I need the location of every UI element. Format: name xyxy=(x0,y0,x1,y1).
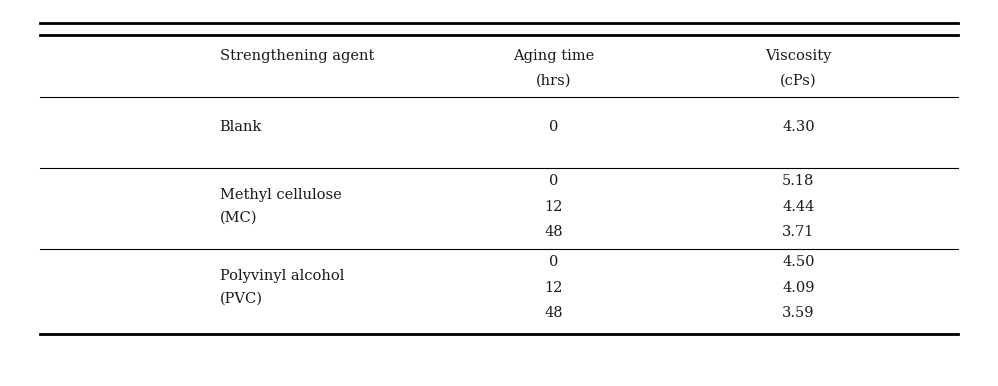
Text: Blank: Blank xyxy=(220,120,261,134)
Text: 48: 48 xyxy=(545,225,563,239)
Text: Methyl cellulose: Methyl cellulose xyxy=(220,188,341,202)
Text: 48: 48 xyxy=(545,306,563,320)
Text: Aging time: Aging time xyxy=(513,49,595,63)
Text: 0: 0 xyxy=(549,256,559,269)
Text: (cPs): (cPs) xyxy=(780,74,816,88)
Text: 4.44: 4.44 xyxy=(782,200,814,213)
Text: 4.30: 4.30 xyxy=(782,120,814,134)
Text: 3.59: 3.59 xyxy=(782,306,814,320)
Text: 5.18: 5.18 xyxy=(782,174,814,188)
Text: Strengthening agent: Strengthening agent xyxy=(220,49,374,63)
Text: Viscosity: Viscosity xyxy=(765,49,831,63)
Text: 0: 0 xyxy=(549,174,559,188)
Text: (PVC): (PVC) xyxy=(220,292,262,306)
Text: (hrs): (hrs) xyxy=(536,74,572,88)
Text: 3.71: 3.71 xyxy=(782,225,814,239)
Text: 4.09: 4.09 xyxy=(782,281,814,295)
Text: (MC): (MC) xyxy=(220,211,257,225)
Text: 12: 12 xyxy=(545,200,563,213)
Text: 12: 12 xyxy=(545,281,563,295)
Text: 0: 0 xyxy=(549,120,559,134)
Text: 4.50: 4.50 xyxy=(782,256,814,269)
Text: Polyvinyl alcohol: Polyvinyl alcohol xyxy=(220,269,344,283)
